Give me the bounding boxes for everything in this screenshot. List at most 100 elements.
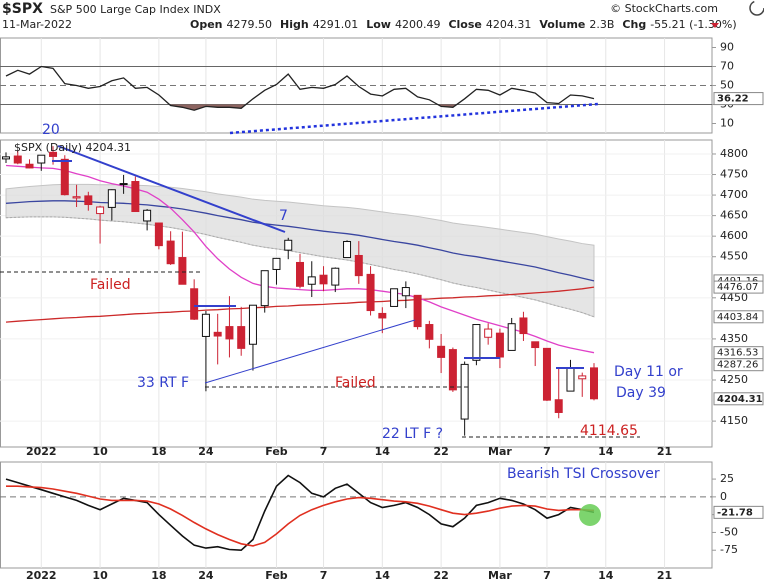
x-tick-label: 21 — [657, 445, 672, 458]
x-tick-label: 14 — [598, 569, 614, 582]
candle-body — [284, 239, 293, 251]
candle-body — [390, 288, 399, 307]
price-legend: $SPX (Daily) 4204.31 — [14, 141, 131, 154]
quote-label: Close — [448, 18, 481, 31]
y-tick-label: 4650 — [720, 209, 748, 222]
x-tick-label: 18 — [151, 569, 166, 582]
x-tick-label: 24 — [198, 569, 214, 582]
candle-body — [60, 158, 69, 196]
candle-body — [131, 181, 140, 213]
annotation: Day 11 or — [614, 364, 683, 380]
moving-average — [5, 286, 595, 323]
quote-value: 4200.49 — [395, 18, 441, 31]
candle-body — [178, 257, 187, 285]
x-tick-label: Mar — [488, 569, 512, 582]
candle-body — [190, 288, 199, 320]
y-tick-label: 25 — [720, 472, 734, 485]
x-tick-label: 2022 — [26, 445, 57, 458]
y-tick-label: 90 — [720, 41, 734, 54]
candle-body — [166, 240, 175, 265]
candle-body — [2, 156, 10, 160]
indicator-line — [5, 474, 595, 552]
annotation: 20 — [42, 122, 60, 138]
candle-body — [343, 241, 352, 259]
value-flag-label: 4476.07 — [717, 282, 758, 293]
moving-average — [5, 200, 595, 282]
trendline — [204, 319, 416, 384]
index-name: S&P 500 Large Cap Index INDX — [50, 3, 221, 16]
quote-value: 4279.50 — [227, 18, 273, 31]
candle-body — [201, 313, 210, 337]
candle-body — [107, 189, 116, 208]
candle-body — [507, 323, 516, 351]
value-flag-label: 4287.26 — [717, 360, 758, 371]
quote-value: 2.3B — [589, 18, 614, 31]
indicator-line — [5, 65, 595, 111]
y-tick-label: 50 — [720, 79, 734, 92]
y-tick-label: 0 — [720, 490, 727, 503]
quote-label: Open — [190, 18, 223, 31]
label-layer: 907050301036.222022101824Feb71422Mar7142… — [14, 41, 764, 582]
value-flag-label: 4204.31 — [717, 394, 763, 405]
candle-body — [484, 328, 493, 338]
candle-body — [154, 222, 163, 247]
annotation: Day 39 — [616, 385, 666, 401]
candle-body — [554, 399, 563, 413]
y-tick-label: 4800 — [720, 147, 748, 160]
y-tick-label: 4350 — [720, 332, 748, 345]
quote-label: Chg — [622, 18, 646, 31]
candle-body — [260, 270, 269, 307]
quote-label: Low — [366, 18, 391, 31]
annotation: 4114.65 — [580, 423, 638, 439]
quote-label: Volume — [539, 18, 585, 31]
annotation: 33 RT F — [137, 375, 189, 391]
value-flag-label: -21.78 — [717, 507, 753, 518]
x-tick-label: 7 — [543, 569, 551, 582]
band-lower — [5, 216, 595, 318]
refresh-icon[interactable] — [749, 0, 764, 16]
candle-body — [448, 349, 457, 391]
candle-body — [578, 375, 587, 380]
value-flag-label: 4403.84 — [717, 312, 758, 323]
candle-body — [495, 332, 504, 358]
crossover-marker — [579, 504, 601, 526]
candle-body — [84, 195, 93, 206]
quote-value: -55.21 (-1.30%) — [650, 18, 736, 31]
x-tick-label: Feb — [265, 445, 288, 458]
date: 11-Mar-2022 — [2, 18, 72, 31]
candle-body — [519, 317, 528, 335]
candle-body — [401, 287, 410, 297]
y-tick-label: 4250 — [720, 373, 748, 386]
candle-body — [331, 267, 340, 286]
annotation: 7 — [279, 208, 288, 224]
candle-body — [272, 257, 281, 270]
candle-body — [366, 273, 375, 312]
value-flag-label: 4316.53 — [717, 348, 758, 359]
x-tick-label: Feb — [265, 569, 288, 582]
trendline — [57, 145, 286, 233]
candle-body — [237, 326, 246, 349]
x-tick-label: 7 — [543, 445, 551, 458]
annotation: 22 LT F ? — [382, 426, 443, 442]
x-tick-label: 10 — [92, 445, 108, 458]
candle-body — [425, 324, 434, 340]
y-tick-label: 4700 — [720, 188, 748, 201]
y-tick-label: 4750 — [720, 168, 748, 181]
candle-body — [13, 155, 22, 164]
x-tick-label: 24 — [198, 445, 214, 458]
x-tick-label: Mar — [488, 445, 512, 458]
candle-body — [96, 206, 105, 215]
symbol: $SPX — [2, 1, 43, 17]
quote-label: High — [280, 18, 309, 31]
candle-body — [460, 363, 469, 420]
value-flag — [713, 392, 764, 406]
candle-body — [248, 304, 257, 345]
y-tick-label: 4450 — [720, 291, 748, 304]
candle-body — [542, 347, 551, 401]
y-tick-label: 4150 — [720, 414, 748, 427]
drawings — [0, 102, 640, 526]
candle-body — [119, 183, 128, 186]
rsi-trendline — [229, 102, 599, 135]
copyright: © StockCharts.com — [610, 2, 718, 15]
